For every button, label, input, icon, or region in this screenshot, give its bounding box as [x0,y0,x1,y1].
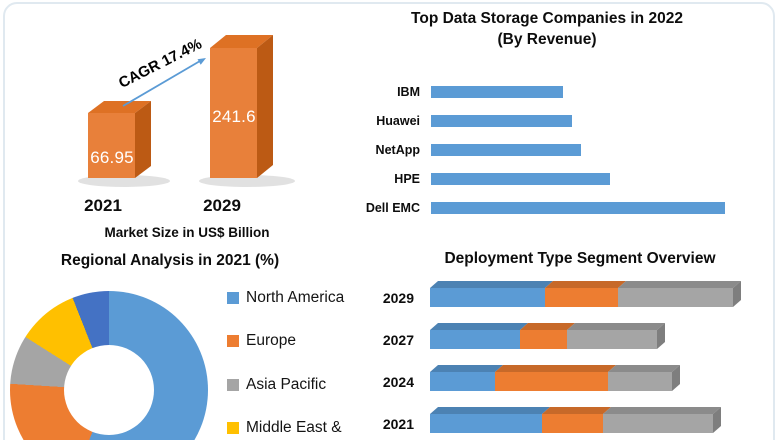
deployment-year-label: 2027 [382,332,414,348]
companies-title-line2: (By Revenue) [497,31,597,48]
legend-label: North America [246,289,345,306]
legend-label: Asia Pacific [246,376,327,393]
company-label: Dell EMC [365,201,420,215]
card-border [3,2,775,440]
regional-chart-title: Regional Analysis in 2021 (%) [60,252,280,269]
company-label: IBM [397,85,420,99]
company-bar [431,173,610,185]
legend-item: Middle East & [227,419,342,437]
company-label: Huawei [376,114,420,128]
donut-hole [64,345,154,435]
bar-2029 [210,35,273,178]
deployment-bar-row [430,323,665,349]
deployment-year-label: 2029 [382,290,414,306]
market-size-caption: Market Size in US$ Billion [104,225,270,240]
legend-swatch-icon [227,292,239,304]
company-label: NetApp [375,143,420,157]
companies-chart-title: Top Data Storage Companies in 2022 (By R… [397,8,697,50]
cagr-arrow [122,58,206,107]
legend-item: North America [227,289,344,307]
company-bar [431,86,563,98]
bar-2021 [88,101,151,178]
deployment-year-label: 2021 [382,416,414,432]
legend-swatch-icon [227,335,239,347]
company-bar [431,144,581,156]
deployment-bar-row [430,365,680,391]
deployment-bar-row [430,281,741,307]
axis-label-2029: 2029 [203,196,241,215]
bar-value-2029: 241.6 [212,107,256,126]
deployment-chart-title: Deployment Type Segment Overview [444,250,716,267]
legend-item: Europe [227,332,296,350]
legend-item: Asia Pacific [227,376,326,394]
legend-label: Europe [246,332,296,349]
market-size-bar-chart [78,35,295,187]
company-bar [431,115,572,127]
legend-swatch-icon [227,379,239,391]
deployment-bar-row [430,407,721,433]
legend-swatch-icon [227,422,239,434]
companies-title-line1: Top Data Storage Companies in 2022 [411,10,683,27]
axis-label-2021: 2021 [84,196,122,215]
bar-value-2021: 66.95 [90,148,134,167]
deployment-year-label: 2024 [382,374,414,390]
company-label: HPE [394,172,420,186]
company-bar [431,202,725,214]
legend-label: Middle East & [246,419,342,436]
